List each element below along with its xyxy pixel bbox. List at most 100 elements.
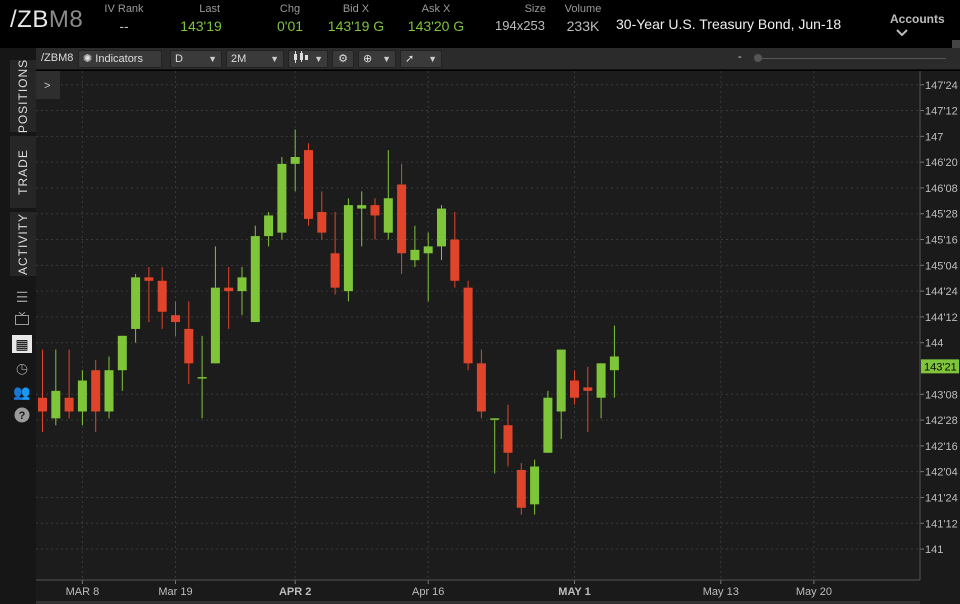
list-icon[interactable]: ☰ bbox=[15, 289, 29, 305]
range-select[interactable]: 2M ▼ bbox=[226, 50, 284, 68]
symbol-main: /ZB bbox=[10, 6, 49, 33]
ask-label: Ask X bbox=[421, 3, 451, 15]
bid-field[interactable]: Bid X 143'19 G bbox=[326, 3, 386, 34]
chart-grid-icon[interactable]: ▦ bbox=[12, 335, 32, 353]
iv-rank-value: -- bbox=[119, 18, 129, 34]
candle-body bbox=[357, 205, 367, 209]
y-tick-label: 141'12 bbox=[925, 518, 958, 530]
indicators-button[interactable]: ✺ Indicators bbox=[78, 50, 162, 68]
last-field: Last 143'19 bbox=[176, 3, 226, 34]
candle-body bbox=[516, 469, 526, 508]
drawing-tools-select[interactable]: ⊕ ▼ bbox=[358, 50, 396, 68]
candle-body bbox=[277, 163, 287, 233]
zoom-slider-track[interactable] bbox=[756, 58, 946, 59]
left-rail: POSITIONS TRADE ACTIVITY ☰ ▦ ◷ 👥 ? bbox=[0, 48, 36, 604]
candle-body bbox=[583, 387, 593, 391]
candle bbox=[423, 232, 433, 302]
candle bbox=[530, 459, 540, 515]
accounts-menu[interactable]: Accounts bbox=[890, 12, 960, 40]
candle-body bbox=[51, 390, 61, 419]
candle bbox=[264, 212, 274, 247]
candle bbox=[516, 463, 526, 515]
candle-body bbox=[304, 150, 313, 219]
candle-body bbox=[476, 363, 486, 412]
candle bbox=[570, 370, 579, 405]
x-tick-label: May 20 bbox=[796, 586, 832, 598]
ask-value: 143'20 G bbox=[407, 18, 465, 34]
candle bbox=[437, 205, 446, 261]
candle-body bbox=[157, 280, 167, 312]
y-tick-label: 145'28 bbox=[925, 209, 958, 221]
tab-trade[interactable]: TRADE bbox=[10, 136, 36, 208]
candle bbox=[77, 370, 87, 426]
candle-body bbox=[91, 370, 101, 412]
zoom-out-button[interactable]: - bbox=[738, 51, 742, 63]
x-tick-label: Apr 16 bbox=[412, 586, 444, 598]
history-icon[interactable]: ◷ bbox=[15, 360, 29, 376]
cursor-select[interactable]: ➚ ▼ bbox=[400, 50, 442, 68]
candle bbox=[157, 267, 167, 329]
tv-icon[interactable] bbox=[12, 311, 32, 330]
ask-field[interactable]: Ask X 143'20 G bbox=[406, 3, 466, 34]
candle-body bbox=[38, 397, 47, 412]
candle-body bbox=[503, 425, 513, 453]
candle-body bbox=[410, 249, 420, 261]
candle bbox=[357, 191, 367, 247]
y-tick-label: 142'04 bbox=[925, 467, 958, 479]
y-tick-label: 146'20 bbox=[925, 157, 958, 169]
y-tick-label: 144'24 bbox=[925, 286, 958, 298]
help-icon[interactable]: ? bbox=[12, 407, 32, 425]
x-tick-label: APR 2 bbox=[279, 586, 311, 598]
candle-body bbox=[250, 236, 260, 323]
zoom-slider-handle[interactable] bbox=[754, 54, 762, 62]
candlestick-chart[interactable]: 147'24 147'12 147 146'20 146'08 145'28 145'16 1… bbox=[36, 71, 960, 604]
users-icon[interactable]: 👥 bbox=[13, 384, 31, 400]
chart-toolbar: /ZBM8 ✺ Indicators D ▼ 2M ▼ ▼ ⚙ ⊕ ▼ ➚ ▼ - bbox=[36, 48, 960, 70]
symbol-display[interactable]: /ZBM8 bbox=[10, 6, 83, 34]
tab-positions[interactable]: POSITIONS bbox=[10, 59, 36, 133]
chevron-down-icon: ▼ bbox=[382, 54, 391, 64]
candle-body bbox=[556, 349, 566, 412]
accounts-label: Accounts bbox=[890, 12, 945, 26]
change-label: Chg bbox=[279, 3, 301, 15]
candle-body bbox=[290, 156, 300, 164]
iv-rank-field: IV Rank -- bbox=[104, 3, 144, 34]
settings-button[interactable]: ⚙ bbox=[332, 50, 354, 68]
candle-body bbox=[171, 315, 180, 323]
candle-body bbox=[330, 253, 340, 288]
candlestick-icon bbox=[293, 51, 309, 66]
size-label: Size bbox=[524, 3, 546, 15]
candle bbox=[51, 349, 61, 426]
indicators-label: Indicators bbox=[95, 53, 143, 65]
tab-activity[interactable]: ACTIVITY bbox=[10, 212, 36, 276]
candle bbox=[224, 267, 234, 329]
x-axis-panel bbox=[36, 580, 920, 604]
candle bbox=[410, 225, 420, 268]
chevron-down-icon: ▼ bbox=[270, 54, 279, 64]
last-label: Last bbox=[199, 3, 220, 15]
gear-icon: ⚙ bbox=[338, 53, 348, 65]
y-axis-panel bbox=[920, 71, 960, 604]
candle bbox=[237, 267, 247, 316]
period-select[interactable]: D ▼ bbox=[170, 50, 222, 68]
candle bbox=[503, 404, 513, 467]
y-tick-label: 142'28 bbox=[925, 415, 958, 427]
quote-bar: /ZBM8 IV Rank -- Last 143'19 Chg 0'01 Bi… bbox=[0, 0, 960, 44]
candle-body bbox=[543, 397, 553, 453]
price-chart[interactable]: 147'24 147'12 147 146'20 146'08 145'28 145'16 1… bbox=[36, 71, 960, 604]
candle bbox=[596, 363, 606, 419]
candle bbox=[476, 349, 486, 419]
candle bbox=[250, 225, 260, 323]
x-tick-label: Mar 19 bbox=[158, 586, 192, 598]
candle bbox=[450, 212, 460, 288]
x-tick-label: MAR 8 bbox=[66, 586, 100, 598]
candle-body bbox=[131, 277, 141, 329]
y-tick-label: 141'24 bbox=[925, 492, 958, 504]
size-field: Size 194x253 bbox=[494, 3, 546, 33]
y-tick-label: 141 bbox=[925, 544, 943, 556]
y-tick-label: 147 bbox=[925, 131, 943, 143]
candle-body bbox=[490, 418, 500, 420]
bid-value: 143'19 G bbox=[327, 18, 385, 34]
chart-type-select[interactable]: ▼ bbox=[288, 50, 328, 68]
y-tick-label: 143'08 bbox=[925, 389, 958, 401]
